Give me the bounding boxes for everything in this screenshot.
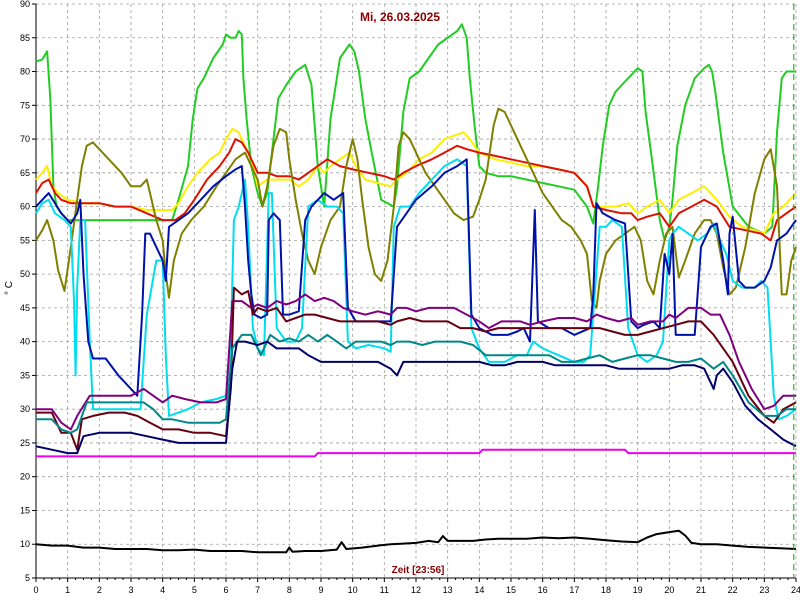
axes: [32, 3, 797, 582]
series-line-11: [36, 448, 796, 458]
x-tick-label: 3: [128, 585, 133, 595]
x-tick-labels: 0 1 2 3 4 5 6 7 8 9 10 11 12 13 14 15 16 17 18 19 20 21 22 23 24: [33, 585, 800, 595]
y-tick-label: 20: [20, 472, 30, 482]
x-tick-label: 0: [33, 585, 38, 595]
grid: [35, 3, 797, 579]
y-tick-label: 45: [20, 303, 30, 313]
x-tick-label: 23: [759, 585, 769, 595]
y-tick-labels: 5 10 15 20 25 30 35 40 45 50 55 60 65 70 75 80 85 90: [20, 0, 30, 583]
series-line-1: [35, 23, 796, 242]
x-tick-label: 12: [411, 585, 421, 595]
y-tick-label: 60: [20, 202, 30, 212]
y-tick-label: 15: [20, 505, 30, 515]
y-tick-label: 65: [20, 168, 30, 178]
series-group: [35, 23, 797, 554]
y-tick-label: 25: [20, 438, 30, 448]
y-tick-label: 30: [20, 404, 30, 414]
x-axis-label: Zeit [23:56]: [392, 565, 445, 576]
x-tick-label: 22: [728, 585, 738, 595]
y-tick-label: 80: [20, 67, 30, 77]
x-tick-label: 16: [538, 585, 548, 595]
series-line-12: [35, 529, 797, 554]
series-line-4: [35, 107, 797, 309]
x-tick-label: 6: [223, 585, 228, 595]
x-tick-label: 2: [97, 585, 102, 595]
series-line-7: [36, 293, 796, 431]
x-tick-label: 18: [601, 585, 611, 595]
series-line-3: [35, 138, 797, 242]
x-tick-label: 10: [348, 585, 358, 595]
y-tick-label: 10: [20, 539, 30, 549]
x-tick-label: 19: [633, 585, 643, 595]
y-tick-label: 70: [20, 134, 30, 144]
x-tick-label: 11: [380, 585, 389, 595]
x-tick-label: 20: [664, 585, 674, 595]
x-tick-label: 13: [443, 585, 453, 595]
x-tick-label: 21: [696, 585, 706, 595]
y-axis-label: ° C: [4, 281, 15, 295]
chart-title: Mi, 26.03.2025: [360, 10, 440, 24]
series-line-10: [35, 340, 797, 455]
x-tick-label: 4: [160, 585, 165, 595]
series-line-2: [35, 127, 797, 235]
series-line-6: [35, 158, 797, 397]
y-tick-label: 40: [20, 337, 30, 347]
x-tick-label: 9: [318, 585, 323, 595]
x-tick-label: 7: [255, 585, 260, 595]
y-tick-label: 85: [20, 33, 30, 43]
x-tick-label: 15: [506, 585, 516, 595]
series-line-8: [36, 286, 797, 451]
series-line-9: [36, 333, 796, 434]
x-tick-label: 14: [474, 585, 484, 595]
y-tick-label: 5: [25, 573, 30, 583]
x-tick-label: 17: [569, 585, 579, 595]
y-tick-label: 55: [20, 235, 30, 245]
x-tick-label: 1: [65, 585, 70, 595]
x-tick-label: 5: [192, 585, 197, 595]
y-tick-label: 90: [20, 0, 30, 9]
x-tick-label: 8: [287, 585, 292, 595]
x-tick-label: 24: [791, 585, 800, 595]
y-tick-label: 75: [20, 100, 30, 110]
y-tick-label: 50: [20, 269, 30, 279]
y-tick-label: 35: [20, 370, 30, 380]
